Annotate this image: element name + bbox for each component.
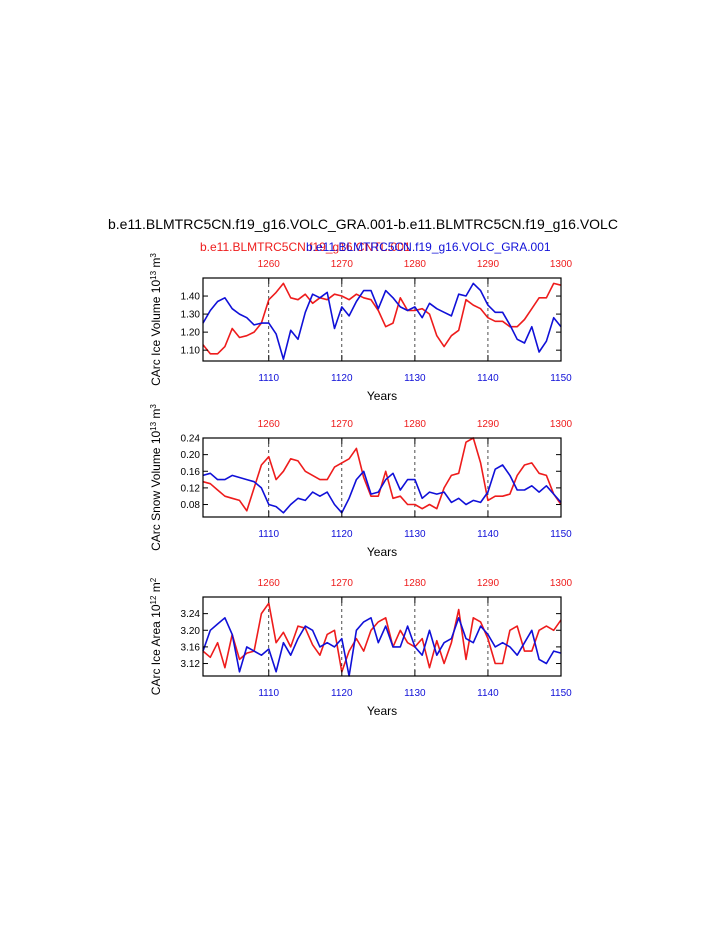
- x-tick-label-bottom: 1110: [258, 373, 279, 384]
- series-line-red: [202, 282, 562, 355]
- y-tick-label: 3.24: [181, 609, 201, 620]
- x-tick-label-bottom: 1120: [331, 529, 353, 540]
- x-tick-label-bottom: 1120: [331, 373, 353, 384]
- plot-frame: [202, 437, 562, 518]
- x-tick-label-top: 1300: [550, 419, 573, 430]
- x-tick-label-bottom: 1110: [258, 688, 279, 699]
- x-tick-label-bottom: 1140: [477, 373, 499, 384]
- y-tick-label: 3.12: [181, 659, 201, 670]
- x-tick-label-top: 1260: [258, 419, 281, 430]
- x-tick-label-top: 1270: [331, 419, 354, 430]
- x-tick-label-bottom: 1150: [550, 373, 572, 384]
- y-axis-label: CArc Ice Area 1012 m2: [149, 577, 164, 695]
- x-tick-label-top: 1290: [477, 259, 500, 270]
- y-tick-label: 1.10: [181, 346, 201, 357]
- x-tick-label-top: 1270: [331, 259, 354, 270]
- y-tick-label: 0.08: [181, 500, 201, 511]
- y-tick-label: 0.12: [181, 483, 201, 494]
- subtitle-blue: b.e11.BLMTRC5CN.f19_g16.VOLC_GRA.001: [306, 240, 551, 254]
- x-tick-label-bottom: 1150: [550, 529, 572, 540]
- series-line-red: [202, 602, 562, 673]
- x-tick-label-bottom: 1130: [404, 373, 426, 384]
- x-tick-label-bottom: 1120: [331, 688, 353, 699]
- x-tick-label-bottom: 1140: [477, 529, 499, 540]
- x-tick-label-top: 1300: [550, 578, 573, 589]
- x-axis-label: Years: [367, 389, 397, 403]
- x-tick-label-top: 1280: [404, 259, 427, 270]
- subtitle-red: b.e11.BLMTRC5CN.f19_g16.CNTL.001: [200, 240, 411, 254]
- x-tick-label-top: 1290: [477, 578, 500, 589]
- chart-title: b.e11.BLMTRC5CN.f19_g16.VOLC_GRA.001-b.e…: [108, 216, 618, 232]
- y-tick-label: 1.40: [181, 292, 201, 303]
- x-tick-label-bottom: 1130: [404, 529, 426, 540]
- y-tick-label: 0.16: [181, 467, 201, 478]
- x-tick-label-top: 1270: [331, 578, 354, 589]
- x-tick-label-top: 1260: [258, 578, 281, 589]
- series-line-blue: [202, 464, 562, 514]
- y-tick-label: 0.24: [181, 434, 201, 445]
- x-tick-label-top: 1290: [477, 419, 500, 430]
- x-tick-label-bottom: 1110: [258, 529, 279, 540]
- y-tick-label: 0.20: [181, 450, 201, 461]
- x-tick-label-top: 1260: [258, 259, 281, 270]
- x-axis-label: Years: [367, 704, 397, 718]
- x-tick-label-top: 1300: [550, 259, 573, 270]
- y-tick-label: 1.20: [181, 328, 201, 339]
- y-axis-label: CArc Ice Volume 1013 m3: [149, 253, 164, 386]
- series-line-blue: [202, 616, 562, 677]
- x-tick-label-top: 1280: [404, 578, 427, 589]
- plot-frame: [202, 277, 562, 362]
- x-tick-label-bottom: 1140: [477, 688, 499, 699]
- y-tick-label: 3.16: [181, 642, 201, 653]
- x-tick-label-bottom: 1130: [404, 688, 426, 699]
- y-tick-label: 1.30: [181, 310, 201, 321]
- series-line-red: [202, 437, 562, 512]
- y-axis-label: CArc Snow Volume 1013 m3: [149, 404, 164, 551]
- x-axis-label: Years: [367, 545, 397, 559]
- x-tick-label-top: 1280: [404, 419, 427, 430]
- y-tick-label: 3.20: [181, 626, 201, 637]
- plot-frame: [202, 596, 562, 677]
- series-line-blue: [202, 282, 562, 361]
- x-tick-label-bottom: 1150: [550, 688, 572, 699]
